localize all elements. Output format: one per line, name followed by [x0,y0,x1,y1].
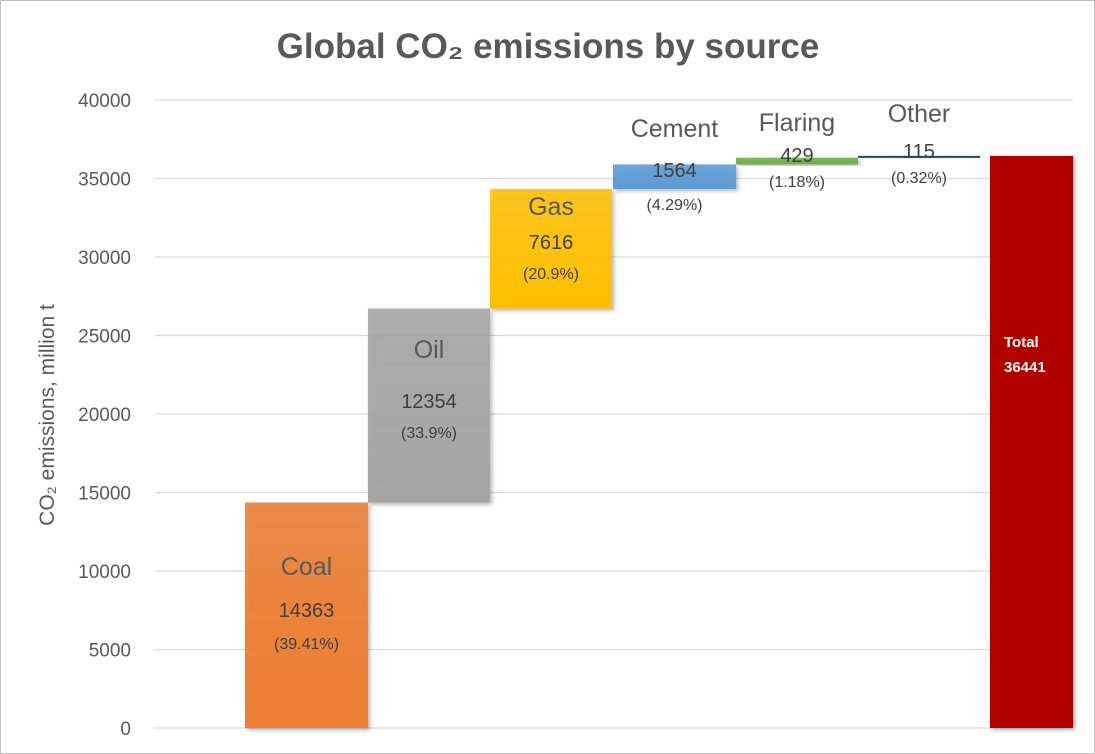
bar-coal [245,502,368,728]
y-tick-label: 20000 [78,405,131,426]
y-tick-label: 0 [120,719,131,740]
y-tick-label: 25000 [78,327,131,348]
percent-label: (4.29%) [646,197,702,214]
total-label: Total [1004,334,1039,351]
chart-title: Global CO₂ emissions by source [277,27,820,66]
y-tick-label: 15000 [78,484,131,505]
percent-label: (20.9%) [523,266,579,283]
value-label: 12354 [401,391,457,413]
percent-label: (1.18%) [769,174,825,191]
bar-other [858,155,980,158]
bar-gas [490,188,612,309]
category-label: Coal [281,553,332,581]
percent-label: (0.32%) [891,170,947,187]
bar-cement [613,164,736,189]
value-label: 429 [780,145,813,167]
value-label: 115 [903,141,935,163]
category-label: Gas [528,193,574,221]
value-label: 1564 [652,160,697,182]
y-tick-label: 30000 [78,248,131,269]
value-label: 14363 [279,600,335,622]
bar-oil [368,308,490,503]
bar-flaring [736,157,858,165]
value-label: 7616 [529,232,574,254]
y-tick-label: 10000 [78,562,131,583]
category-label: Flaring [759,109,835,137]
y-tick-label: 5000 [89,641,131,662]
category-label: Oil [414,336,445,364]
y-tick-label: 35000 [78,170,131,191]
bar-total [990,155,1073,729]
y-axis-label: CO₂ emissions, million t [36,304,59,526]
category-label: Other [888,100,951,128]
percent-label: (33.9%) [401,425,457,442]
y-tick-label: 40000 [78,91,131,112]
percent-label: (39.41%) [274,636,339,653]
total-value-label: 36441 [1004,359,1046,376]
category-label: Cement [631,115,719,143]
